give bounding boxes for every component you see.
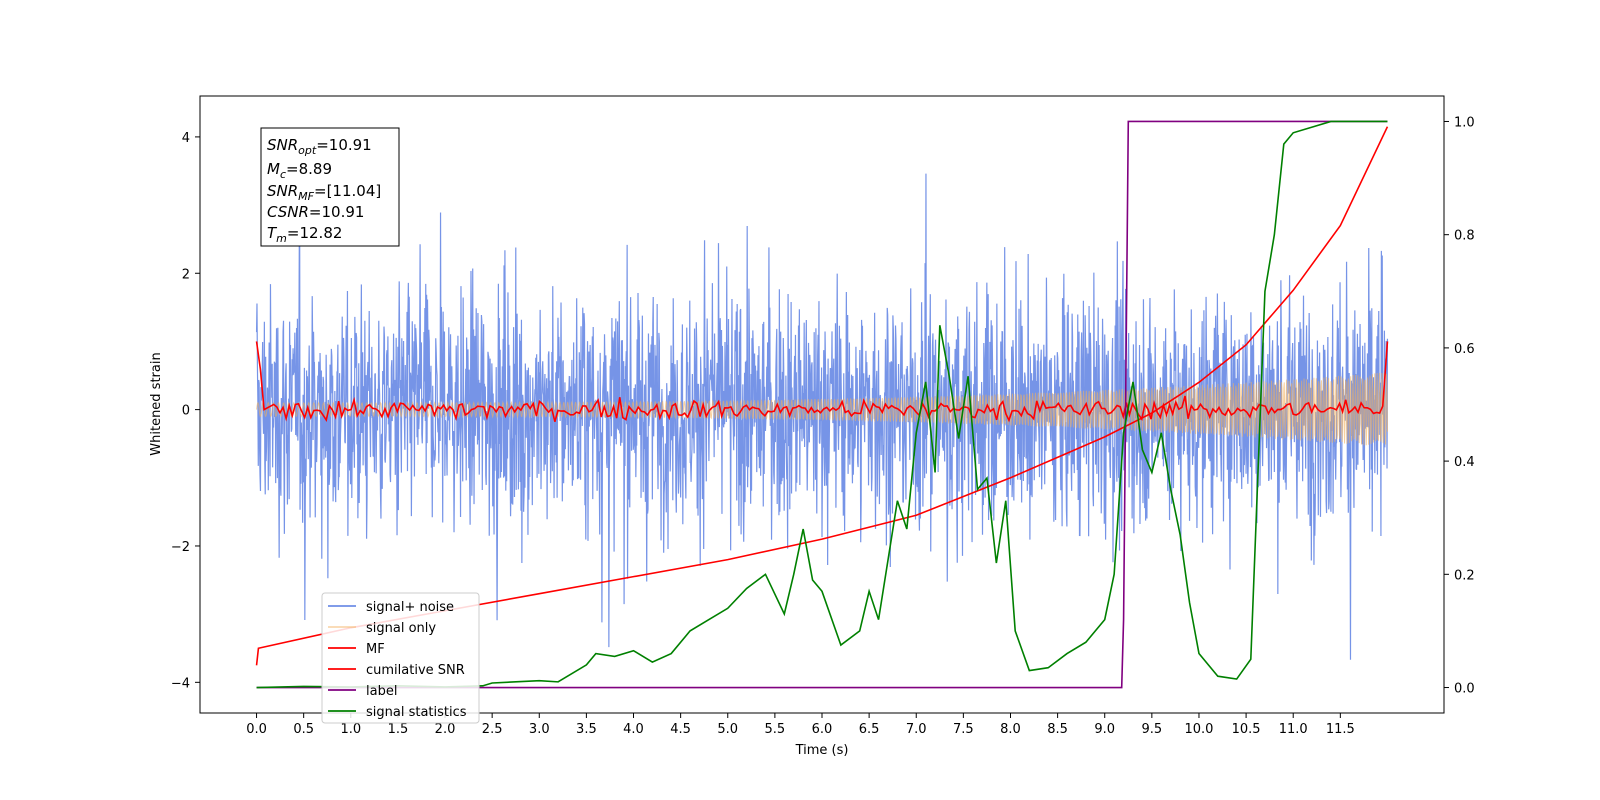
signal-statistics-line: [256, 120, 1388, 689]
annotation-subscript: m: [276, 232, 287, 245]
signal-only-line: [256, 372, 1388, 446]
x-tick-label: 10.5: [1232, 722, 1261, 737]
annotation-base: M: [267, 160, 280, 178]
legend-frame: [321, 592, 480, 724]
x-tick-label: 9.0: [1094, 722, 1115, 737]
annotation-subscript: c: [280, 168, 286, 181]
x-tick-label: 7.0: [906, 722, 927, 737]
legend-label: MF: [366, 642, 385, 657]
x-tick-label: 5.5: [765, 722, 786, 737]
legend-label: signal+ noise: [366, 600, 454, 615]
left-y-tick-label: −4: [171, 676, 190, 691]
x-tick-label: 2.0: [435, 722, 456, 737]
x-tick-label: 1.0: [340, 722, 361, 737]
annotation-value: =8.89: [286, 160, 332, 178]
x-tick-label: 11.0: [1279, 722, 1308, 737]
x-tick-label: 4.5: [670, 722, 691, 737]
series-label: [256, 120, 1388, 689]
annotation-subscript: opt: [298, 144, 317, 157]
right-y-tick-label: 0.0: [1454, 682, 1475, 697]
x-axis-ticks: 0.0 0.5 1.0 1.5 2.0 2.5 3.0 3.5 4.0 4.5 5.0 5.5 6.0 6…: [246, 713, 1355, 737]
x-tick-label: 5.0: [717, 722, 738, 737]
x-tick-label: 8.0: [1000, 722, 1021, 737]
x-tick-label: 4.0: [623, 722, 644, 737]
x-tick-label: 8.5: [1047, 722, 1068, 737]
x-tick-label: 9.5: [1142, 722, 1163, 737]
annotation-base: T: [267, 224, 278, 242]
annotation-base: CSNR: [267, 203, 309, 221]
annotation-value: =[11.04]: [314, 182, 381, 200]
x-tick-label: 3.0: [529, 722, 550, 737]
x-tick-label: 3.5: [576, 722, 597, 737]
x-tick-label: 2.5: [482, 722, 503, 737]
annotation-frame: [260, 127, 400, 247]
annotation-value: =10.91: [309, 203, 365, 221]
x-tick-label: 1.5: [388, 722, 409, 737]
right-y-axis-ticks: 1.0 0.8 0.6 0.4 0.2 0.0: [1444, 115, 1475, 697]
right-y-tick-label: 0.2: [1454, 568, 1475, 583]
label-line: [256, 120, 1388, 689]
annotation-value: =10.91: [316, 136, 372, 154]
legend-label: signal only: [366, 621, 436, 636]
annotation-base: SNR: [267, 182, 298, 200]
x-tick-label: 7.5: [953, 722, 974, 737]
right-y-tick-label: 0.6: [1454, 342, 1475, 357]
left-y-tick-label: 2: [182, 267, 190, 282]
x-tick-label: 6.0: [812, 722, 833, 737]
legend-label: label: [366, 684, 397, 699]
annotation-subscript: MF: [298, 190, 314, 203]
left-y-axis-ticks: 4 2 0 −2 −4: [171, 131, 200, 691]
annotation-base: SNR: [267, 136, 298, 154]
left-y-axis-label: Whitened strain: [149, 352, 164, 455]
annotation-line-csnr: CSNR=10.91: [267, 203, 364, 221]
left-y-tick-label: 4: [182, 131, 190, 146]
x-tick-label: 0.0: [246, 722, 267, 737]
series-signal-statistics: [256, 120, 1388, 689]
annotation-line-snr-mf: SNRMF=[11.04]: [267, 182, 381, 203]
series-signal-only: [256, 372, 1388, 446]
series-mf: [255, 341, 1389, 423]
x-tick-label: 10.0: [1184, 722, 1213, 737]
annotation-line-mc: Mc=8.89: [267, 160, 332, 181]
x-tick-label: 6.5: [859, 722, 880, 737]
legend-label: cumilative SNR: [366, 663, 465, 678]
x-tick-label: 11.5: [1326, 722, 1355, 737]
annotation-value: =12.82: [287, 224, 343, 242]
mf-line: [255, 341, 1389, 423]
left-y-tick-label: 0: [182, 404, 190, 419]
legend: signal+ noise signal only MF cumilative SNR…: [321, 592, 480, 724]
parameter-annotation-box: SNRopt=10.91 Mc=8.89 SNRMF=[11.04] CSNR=…: [260, 127, 400, 247]
annotation-line-tm: Tm=12.82: [267, 224, 342, 245]
annotation-line-snr-opt: SNRopt=10.91: [267, 136, 372, 157]
right-y-tick-label: 0.4: [1454, 455, 1475, 470]
right-y-tick-label: 1.0: [1454, 115, 1475, 130]
left-y-tick-label: −2: [171, 540, 190, 555]
right-y-tick-label: 0.8: [1454, 229, 1475, 244]
x-tick-label: 0.5: [293, 722, 314, 737]
x-axis-label: Time (s): [795, 743, 849, 758]
legend-label: signal statistics: [366, 705, 467, 720]
